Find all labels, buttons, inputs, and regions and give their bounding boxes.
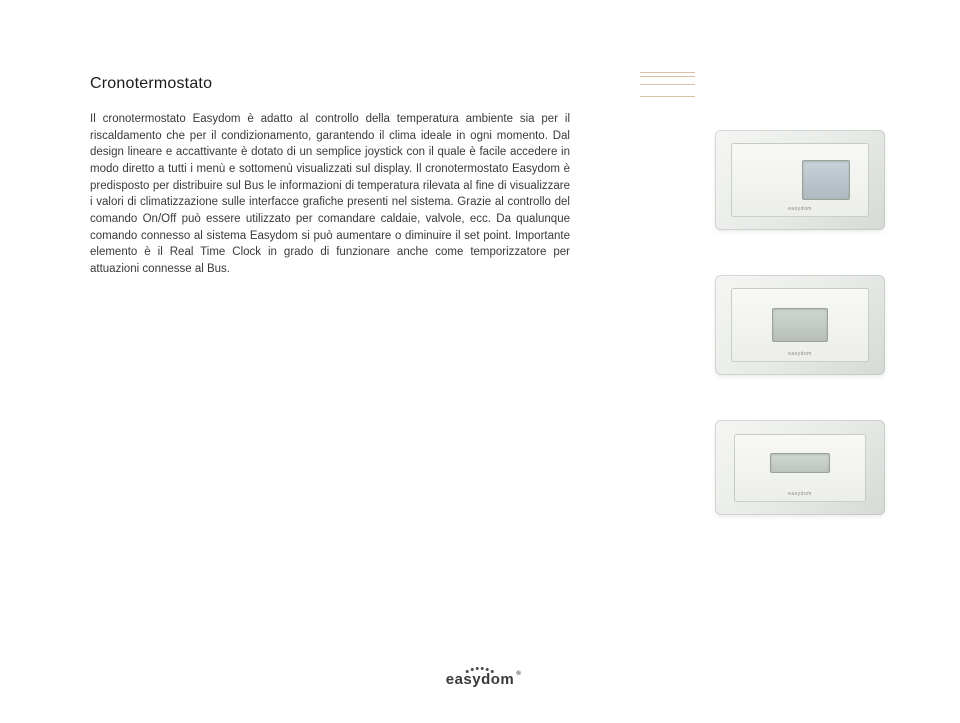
thermostat-image-3: easydom: [715, 420, 885, 515]
body-paragraph: Il cronotermostato Easydom è adatto al c…: [90, 111, 570, 278]
brand-logo: easydom®: [446, 667, 515, 688]
logo-text: easydom®: [446, 671, 515, 688]
device-brand-label: easydom: [788, 351, 812, 357]
text-column: Cronotermostato Il cronotermostato Easyd…: [90, 75, 570, 278]
device-brand-label: easydom: [788, 491, 812, 497]
decorative-hairlines: [640, 72, 695, 112]
page-title: Cronotermostato: [90, 75, 570, 93]
device-brand-label: easydom: [788, 206, 812, 212]
logo-dots-icon: [466, 667, 494, 670]
product-images-column: easydom easydom easydom: [710, 130, 890, 515]
thermostat-image-2: easydom: [715, 275, 885, 375]
thermostat-image-1: easydom: [715, 130, 885, 230]
